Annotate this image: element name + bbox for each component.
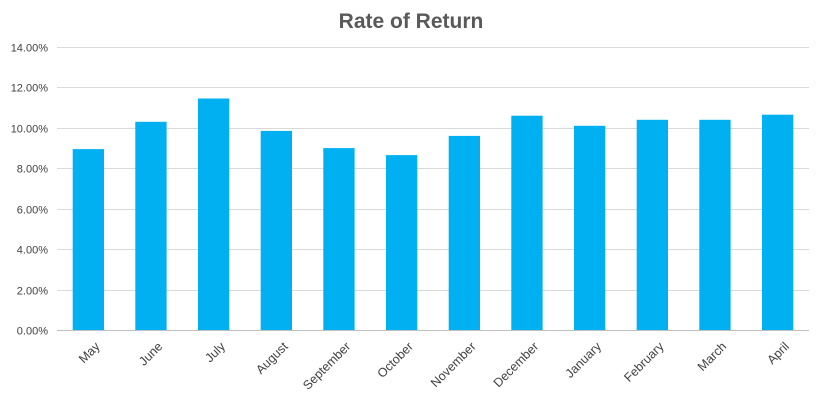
y-tick-label: 12.00% <box>11 83 49 95</box>
y-tick-label: 2.00% <box>17 286 48 298</box>
chart-title: Rate of Return <box>339 10 484 33</box>
y-axis-ticks: 0.00% 2.00% 4.00% 6.00% 8.00% 10.00% 12.00% 14.… <box>11 43 49 338</box>
x-tick-label: November <box>428 339 479 390</box>
y-tick-label: 6.00% <box>17 205 48 217</box>
bar-september <box>323 148 355 330</box>
y-tick-label: 8.00% <box>17 164 48 176</box>
x-tick-label: February <box>621 339 667 385</box>
bar-february <box>636 119 668 330</box>
bar-april <box>762 114 794 330</box>
x-tick-label: August <box>253 339 291 377</box>
y-tick-label: 14.00% <box>11 43 49 55</box>
bar-june <box>135 121 167 330</box>
bar-march <box>699 119 731 330</box>
y-tick-label: 4.00% <box>17 245 48 257</box>
bar-december <box>511 115 543 330</box>
x-tick-label: July <box>202 339 228 365</box>
bar-january <box>574 125 606 330</box>
y-tick-label: 0.00% <box>17 326 48 338</box>
x-axis-ticks: May June July August September October Novembe… <box>76 339 792 393</box>
bar-november <box>448 135 480 330</box>
x-tick-label: January <box>563 339 605 381</box>
gridlines <box>57 47 809 331</box>
x-tick-label: October <box>375 339 416 380</box>
bars <box>72 98 794 330</box>
bar-october <box>386 155 418 330</box>
x-tick-label: June <box>136 339 165 368</box>
x-tick-label: September <box>300 339 353 392</box>
x-tick-label: March <box>695 339 729 373</box>
bar-may <box>72 149 104 330</box>
x-tick-label: December <box>491 339 542 390</box>
bar-july <box>198 98 230 330</box>
bar-august <box>260 130 292 330</box>
y-tick-label: 10.00% <box>11 124 49 136</box>
x-tick-label: April <box>764 339 792 367</box>
x-tick-label: May <box>76 339 103 366</box>
